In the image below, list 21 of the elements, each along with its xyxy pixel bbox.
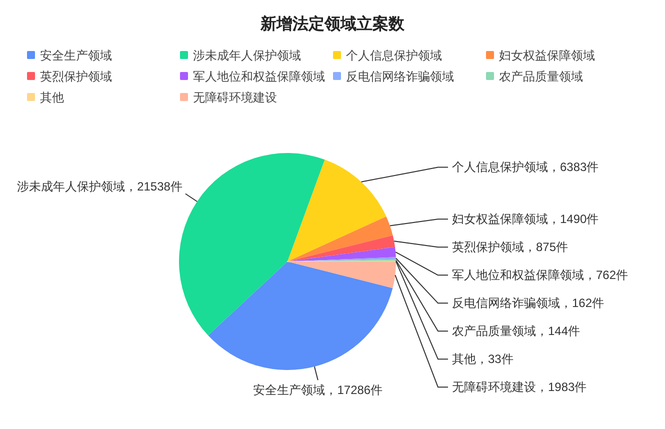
legend-label: 安全生产领域 [40, 48, 112, 62]
data-label: 妇女权益保障领域，1490件 [452, 212, 599, 226]
legend-label: 农产品质量领域 [499, 70, 583, 84]
legend-label: 英烈保护领域 [40, 70, 112, 84]
legend-label: 无障碍环境建设 [193, 90, 277, 104]
legend-label: 妇女权益保障领域 [499, 48, 595, 62]
legend-label: 涉未成年人保护领域 [193, 48, 301, 62]
data-label: 军人地位和权益保障领域，762件 [452, 268, 628, 282]
data-label: 反电信网络诈骗领域，162件 [452, 296, 604, 310]
title: 新增法定领域立案数 [260, 16, 404, 33]
legend-label: 个人信息保护领域 [346, 48, 442, 62]
legend-label: 反电信网络诈骗领域 [346, 70, 454, 84]
data-label: 个人信息保护领域，6383件 [452, 160, 599, 174]
legend-label: 军人地位和权益保障领域 [193, 70, 325, 84]
data-label: 涉未成年人保护领域，21538件 [17, 180, 182, 194]
data-label: 农产品质量领域，144件 [452, 324, 580, 338]
data-label: 英烈保护领域，875件 [452, 240, 568, 254]
legend-label: 其他 [40, 90, 64, 104]
data-label: 无障碍环境建设，1983件 [452, 380, 587, 394]
data-label: 其他，33件 [452, 352, 514, 366]
data-label: 安全生产领域，17286件 [253, 383, 383, 398]
